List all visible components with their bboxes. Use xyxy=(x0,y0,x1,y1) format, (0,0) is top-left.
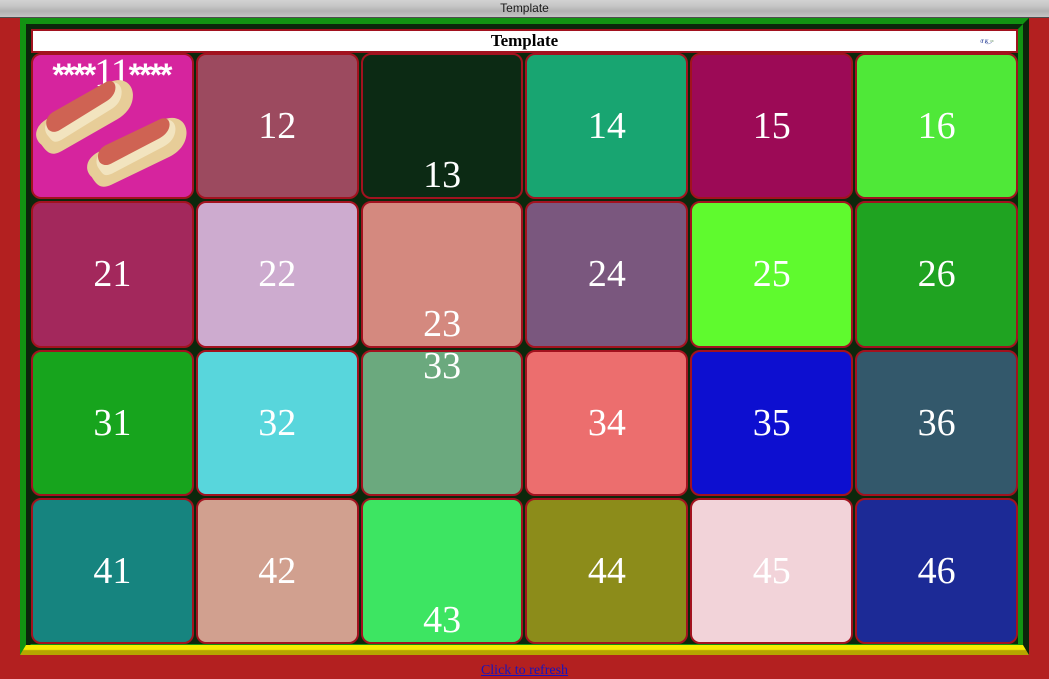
svg-text:com: com xyxy=(990,41,994,43)
